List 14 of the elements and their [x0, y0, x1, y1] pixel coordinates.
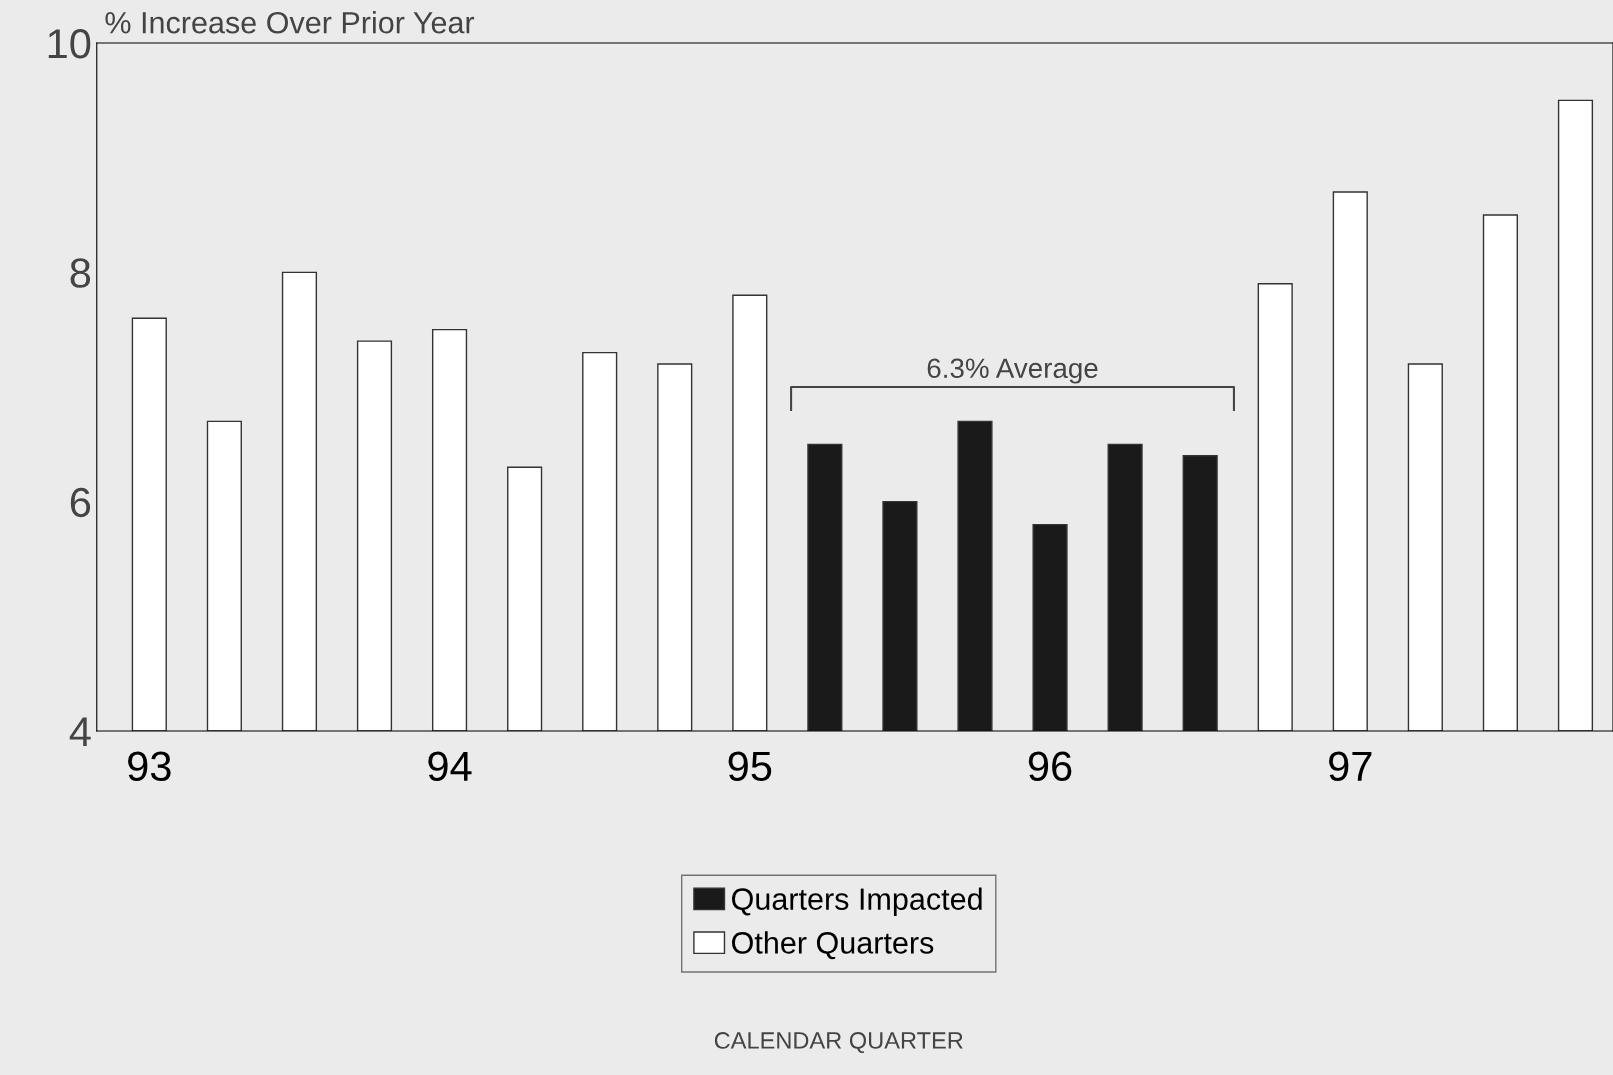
- x-tick-label: 94: [428, 751, 472, 782]
- text: CALENDAR QUARTER: [714, 1032, 963, 1054]
- legend-label: Quarters Impacted: [732, 887, 982, 916]
- y-tick-label: 4: [69, 717, 91, 747]
- y-tick-label: 10: [48, 29, 91, 59]
- annotation: 6.3% Average: [927, 358, 1098, 384]
- x-tick-label: 96: [1028, 751, 1072, 782]
- x-tick-label: 93: [128, 751, 171, 782]
- x-tick-label: 97: [1329, 751, 1372, 782]
- legend-label: Other Quarters: [732, 931, 934, 960]
- y-tick-label: 8: [70, 258, 91, 288]
- y-axis-title: % Increase Over Prior Year: [105, 11, 475, 34]
- x-tick-label: 95: [728, 751, 772, 782]
- y-tick-label: 6: [70, 487, 91, 518]
